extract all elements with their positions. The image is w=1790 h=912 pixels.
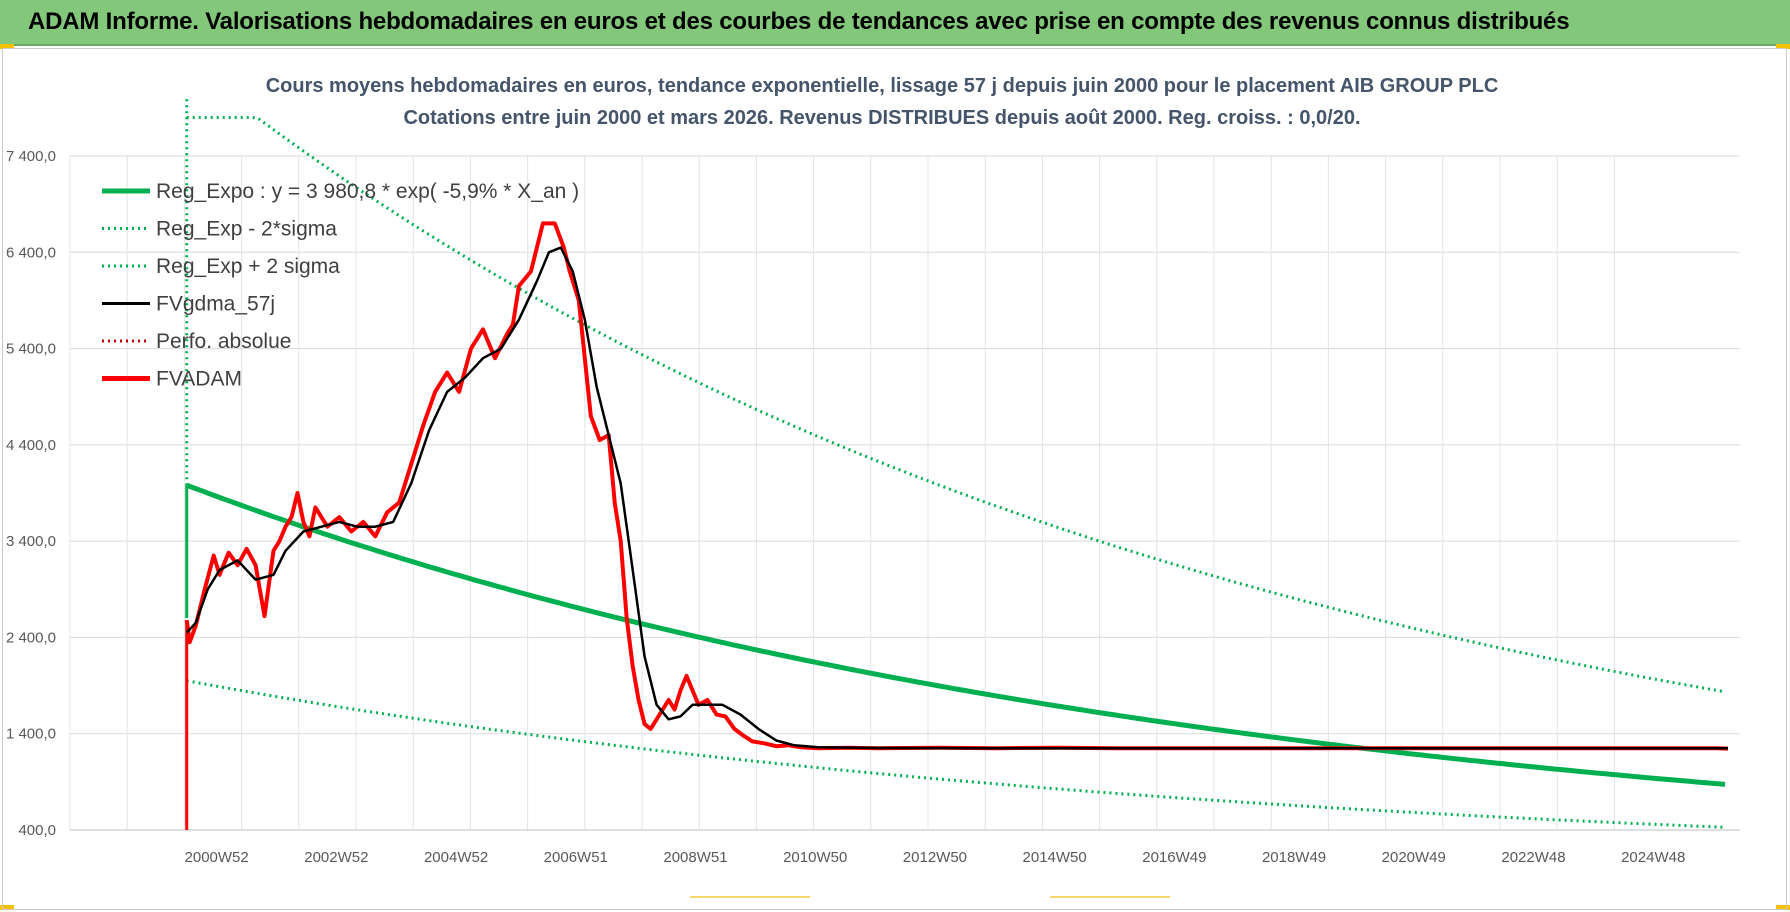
x-tick-label: 2000W52 (185, 849, 249, 866)
series-reg-expo (185, 482, 1726, 787)
y-tick-label: 7 400,0 (6, 148, 56, 165)
corner-marker-bottom-left (0, 905, 14, 910)
corner-marker-top-left (0, 44, 14, 49)
report-banner: ADAM Informe. Valorisations hebdomadaire… (0, 0, 1790, 46)
x-tick-label: 2010W50 (783, 849, 847, 866)
x-tick-label: 2004W52 (424, 849, 488, 866)
legend-label: FVgdma_57j (156, 293, 275, 316)
x-tick-label: 2018W49 (1262, 849, 1326, 866)
corner-marker-top-right (1776, 44, 1790, 49)
x-tick-label: 2002W52 (304, 849, 368, 866)
chart-subtitle: Cotations entre juin 2000 et mars 2026. … (403, 107, 1360, 129)
legend-label: Perfo. absolue (156, 330, 291, 353)
selection-mark (690, 896, 810, 898)
x-tick-label: 2024W48 (1621, 849, 1685, 866)
series-fvadam (184, 221, 1729, 751)
series-group (184, 98, 1729, 830)
report-banner-title: ADAM Informe. Valorisations hebdomadaire… (28, 8, 1570, 35)
plot-area (184, 98, 1729, 830)
y-tick-label: 2 400,0 (6, 629, 56, 646)
x-axis: 2000W52 2002W52 2004W52 2006W51 2008W51 2010W… (185, 849, 1686, 866)
legend-label: Reg_Exp + 2 sigma (156, 255, 340, 278)
x-tick-label: 2014W50 (1023, 849, 1087, 866)
series-reg-exp-plus-2sigma (186, 116, 1726, 694)
y-tick-label: 6 400,0 (6, 244, 56, 261)
y-tick-label: 1 400,0 (6, 726, 56, 743)
y-tick-label: 3 400,0 (6, 533, 56, 550)
y-tick-label: 5 400,0 (6, 341, 56, 358)
x-tick-label: 2016W49 (1142, 849, 1206, 866)
series-fvgdma-57j (185, 246, 1728, 750)
y-tick-label: 4 400,0 (6, 437, 56, 454)
chart-frame (2, 48, 1787, 910)
selection-mark (1050, 896, 1170, 898)
y-tick-label: 400,0 (18, 822, 56, 839)
x-tick-label: 2022W48 (1501, 849, 1565, 866)
legend-label: FVADAM (156, 368, 242, 391)
series-reg-exp-minus-2sigma (186, 679, 1726, 829)
x-tick-label: 2020W49 (1382, 849, 1446, 866)
x-tick-label: 2008W51 (663, 849, 727, 866)
corner-marker-bottom-right (1776, 905, 1790, 910)
x-tick-label: 2012W50 (903, 849, 967, 866)
legend-label: Reg_Expo : y = 3 980,8 * exp( -5,9% * X_… (156, 180, 579, 203)
chart-title: Cours moyens hebdomadaires en euros, ten… (266, 75, 1499, 97)
legend-label: Reg_Exp - 2*sigma (156, 218, 337, 241)
legend: Reg_Expo : y = 3 980,8 * exp( -5,9% * X_… (102, 180, 579, 391)
x-tick-label: 2006W51 (544, 849, 608, 866)
y-axis: 7 400,0 6 400,0 5 400,0 4 400,0 3 400,0 2 400… (6, 148, 56, 839)
